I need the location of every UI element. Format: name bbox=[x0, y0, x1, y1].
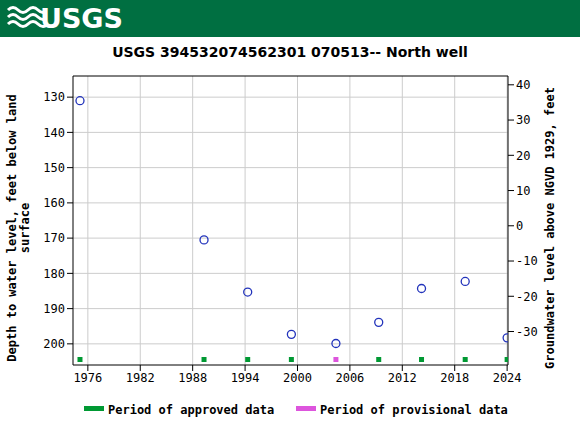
svg-text:40: 40 bbox=[516, 78, 530, 92]
svg-text:140: 140 bbox=[43, 126, 65, 140]
svg-text:1976: 1976 bbox=[73, 371, 102, 385]
svg-text:10: 10 bbox=[516, 184, 530, 198]
html-text:USGS: USGS bbox=[40, 3, 123, 34]
svg-text:160: 160 bbox=[43, 196, 65, 210]
svg-text:2018: 2018 bbox=[440, 371, 469, 385]
svg-text:130: 130 bbox=[43, 90, 65, 104]
svg-text:Period of approved data: Period of approved data bbox=[108, 403, 274, 417]
svg-text:1982: 1982 bbox=[126, 371, 155, 385]
svg-text:200: 200 bbox=[43, 337, 65, 351]
svg-text:Groundwater level above NGVD 1: Groundwater level above NGVD 1929, feet bbox=[543, 87, 557, 369]
svg-text:1988: 1988 bbox=[178, 371, 207, 385]
svg-text:-10: -10 bbox=[516, 254, 538, 268]
svg-text:30: 30 bbox=[516, 113, 530, 127]
svg-text:150: 150 bbox=[43, 161, 65, 175]
svg-text:1994: 1994 bbox=[231, 371, 260, 385]
svg-text:2006: 2006 bbox=[335, 371, 364, 385]
svg-text:180: 180 bbox=[43, 267, 65, 281]
svg-text:2000: 2000 bbox=[283, 371, 312, 385]
svg-text:170: 170 bbox=[43, 231, 65, 245]
svg-text:-30: -30 bbox=[516, 325, 538, 339]
svg-text:2012: 2012 bbox=[388, 371, 417, 385]
svg-text:0: 0 bbox=[516, 219, 523, 233]
svg-text:20: 20 bbox=[516, 149, 530, 163]
svg-text:2024: 2024 bbox=[493, 371, 522, 385]
svg-text:Period of provisional data: Period of provisional data bbox=[320, 403, 508, 417]
svg-text:Depth to water level, feet bel: Depth to water level, feet below landsur… bbox=[8, 94, 32, 361]
svg-text:190: 190 bbox=[43, 302, 65, 316]
svg-text:-20: -20 bbox=[516, 290, 538, 304]
html-text:USGS 394532074562301 070513--: USGS 394532074562301 070513-- North well bbox=[112, 44, 468, 60]
